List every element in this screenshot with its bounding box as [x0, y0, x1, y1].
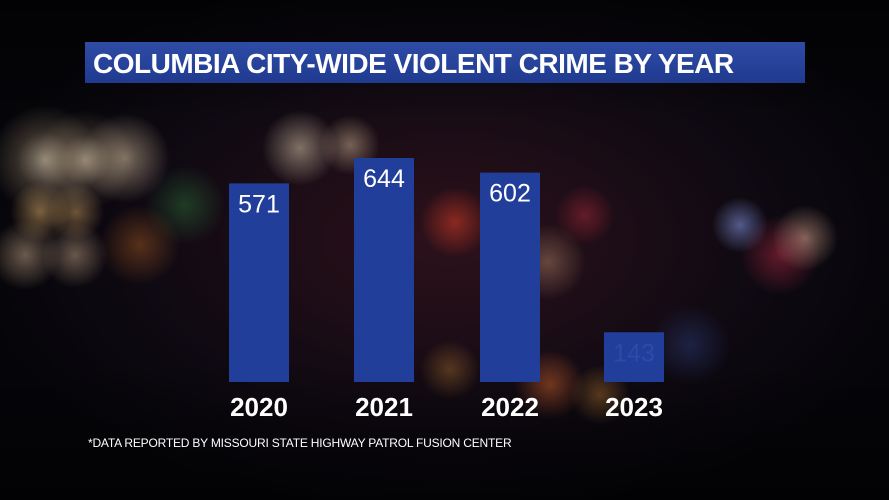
data-source-footnote: *DATA REPORTED BY MISSOURI STATE HIGHWAY… [88, 436, 512, 450]
bar-2020 [229, 183, 289, 382]
bar-2023 [604, 332, 664, 382]
x-tick-label-2020: 2020 [230, 392, 288, 422]
x-tick-label-2022: 2022 [481, 392, 539, 422]
chart-title: COLUMBIA CITY-WIDE VIOLENT CRIME BY YEAR [93, 48, 734, 79]
title-banner: COLUMBIA CITY-WIDE VIOLENT CRIME BY YEAR [85, 42, 805, 83]
data-label-2020: 571 [238, 190, 280, 218]
bar-2022 [480, 172, 540, 382]
data-label-2022: 602 [489, 180, 531, 208]
x-tick-label-2023: 2023 [605, 392, 663, 422]
bar-2021 [354, 158, 414, 382]
x-tick-label-2021: 2021 [355, 392, 413, 422]
data-label-2021: 644 [363, 165, 405, 193]
data-label-2023: 143 [613, 339, 655, 367]
